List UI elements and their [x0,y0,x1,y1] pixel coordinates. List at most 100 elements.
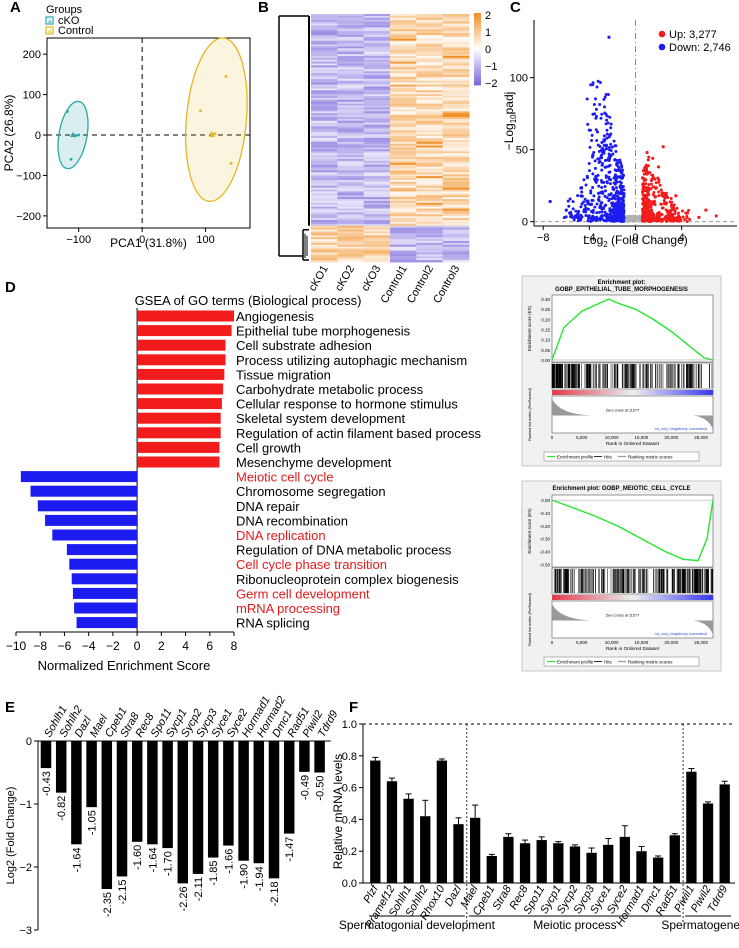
point-down [600,148,604,152]
heatmap-cell [311,117,338,120]
expression-bar [536,840,547,883]
point-down [576,194,580,198]
heatmap-cell [442,143,470,147]
heatmap-cell [442,115,470,118]
heatmap-cell [390,138,417,141]
nes-bar [52,529,138,541]
heatmap-cell [363,229,391,232]
heatmap-cell [390,246,417,250]
heatmap-cell [390,130,417,133]
point-up [647,218,651,222]
y-tick-label: 0 [35,130,41,142]
heatmap-cell [390,73,417,76]
heatmap-cell [311,143,338,147]
heatmap-cell [416,124,444,127]
rank-gradient-step [644,595,649,600]
rank-gradient-step [688,390,694,395]
rank-tick-label: 15,000 [635,640,649,645]
heatmap-cell [416,97,444,101]
heatmap-cell [311,99,338,103]
heatmap-cell [363,103,391,106]
heatmap-cell [442,107,470,110]
heatmap-cell [337,67,365,70]
heatmap-cell [311,178,338,181]
point-down [604,143,608,147]
heatmap-cell [416,221,444,225]
point-down [605,216,609,220]
point-down [566,199,570,203]
rank-gradient-step [564,595,569,600]
color-scale-step [474,55,481,58]
heatmap-cell [311,233,338,236]
rank-gradient-step [584,595,589,600]
heatmap-cell [442,153,470,156]
expression-bar [669,835,680,883]
heatmap-cell [337,25,365,28]
heatmap-cell [416,254,444,257]
heatmap-cell [363,241,391,244]
legend-swatch [45,26,54,35]
heatmap-cell [363,46,391,49]
heatmap-cell [363,117,391,120]
color-scale-step [474,75,481,78]
term-label: Angiogenesis [236,309,315,324]
heatmap-cell [442,258,470,261]
heatmap-cell [442,199,470,202]
point-up [663,200,667,204]
rank-gradient-step [696,390,702,395]
heatmap-cell [390,126,417,129]
heatmap-cell [363,143,391,147]
heatmap-cell [416,84,444,87]
heatmap-cell [390,252,417,255]
y-tick-label: 1.0 [342,719,357,731]
es-panel [551,294,714,363]
point-down [613,181,617,185]
point-down [608,163,612,167]
heatmap-cell [390,67,417,70]
point-down [610,145,614,149]
rank-gradient-step [640,595,645,600]
point-down [602,143,606,147]
heatmap-cell [311,252,338,255]
heatmap-cell [311,29,338,32]
heatmap-cell [416,220,444,223]
point-up [665,217,669,221]
point-down [614,186,618,190]
heatmap-cell [442,19,470,23]
point-down [586,219,590,223]
color-scale-step [474,23,481,26]
heatmap-cell [363,237,391,240]
rank-gradient-step [676,390,682,395]
heatmap-cell [390,155,417,158]
point-up [657,180,661,184]
point-down [618,169,622,173]
heatmap-cell [363,155,391,158]
point-down [613,205,617,209]
heatmap-cell [337,174,365,177]
heatmap-cell [390,231,417,234]
heatmap-cell [363,99,391,103]
term-label: mRNA processing [236,601,340,616]
heatmap-cell [363,19,391,23]
heatmap-cell [390,69,417,72]
heatmap-cell [363,63,391,66]
heatmap-cell [311,76,338,80]
heatmap-cell [311,46,338,49]
point-down [583,204,587,208]
heatmap-cell [311,195,338,198]
heatmap-cell [390,260,417,263]
heatmap-cell [390,195,417,198]
heatmap-cell [337,229,365,232]
point-down [605,181,609,185]
heatmap-cell [337,227,365,230]
heatmap-cell [363,139,391,143]
point-up [657,190,661,194]
point-up [641,193,645,197]
heatmap-cell [416,46,444,49]
heatmap-cell [311,42,338,45]
heatmap-cell [311,174,338,177]
heatmap-cell [416,15,444,19]
point-down [592,102,596,106]
heatmap-cell [363,187,391,190]
heatmap-cell [416,157,444,160]
